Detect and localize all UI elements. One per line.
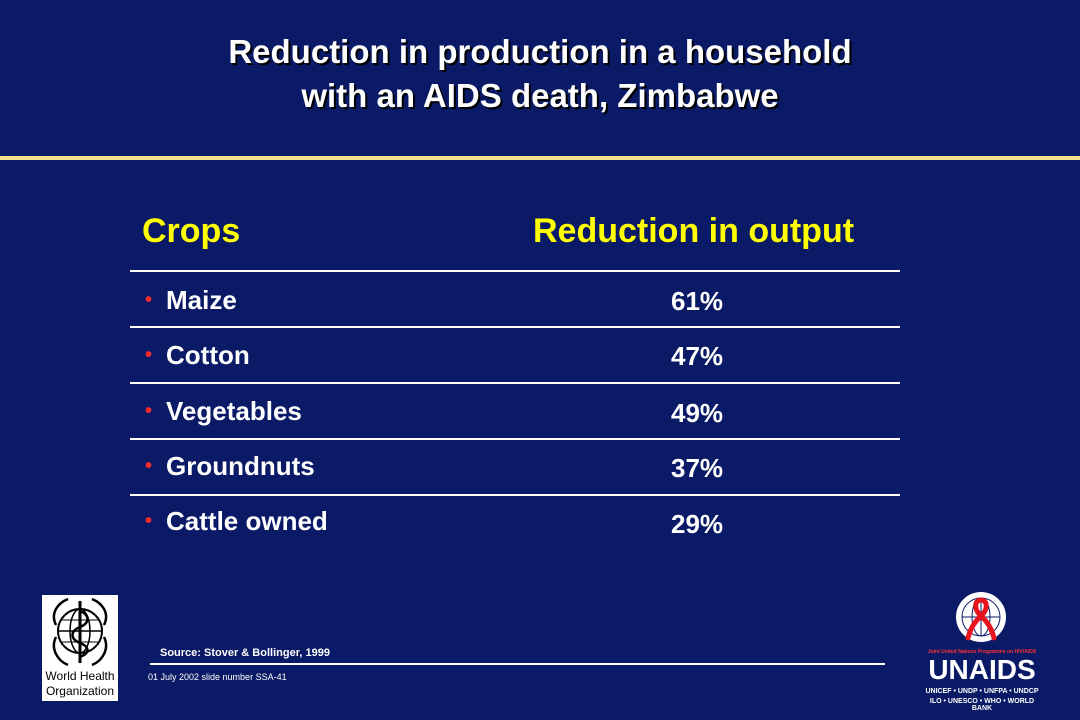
unaids-sponsors-2: ILO • UNESCO • WHO • WORLD BANK [929,698,1035,712]
bullet-icon: • [145,344,153,366]
crop-name: Vegetables [166,396,302,426]
row-divider [130,326,900,328]
reduction-value: 61% [671,286,724,316]
row-divider [130,382,900,384]
slide-title: Reduction in production in a household w… [0,30,1080,118]
column-header-crops: Crops [142,212,241,250]
reduction-value: 49% [671,398,724,428]
column-header-reduction: Reduction in output [533,212,855,250]
title-divider [0,156,1080,160]
who-logo: World Health Organization [42,595,118,701]
crop-label: • Groundnuts [145,451,315,482]
bullet-icon: • [145,510,153,532]
bullet-icon: • [145,400,153,422]
reduction-value: 37% [671,453,724,483]
slide-footer: 01 July 2002 slide number SSA-41 [148,672,287,682]
who-line-2: Organization [45,684,115,698]
row-divider [130,438,900,440]
source-divider [150,663,885,665]
unaids-emblem-icon [956,592,1006,642]
crop-name: Maize [166,285,237,315]
who-emblem-icon [52,597,108,667]
source-citation: Source: Stover & Bollinger, 1999 [160,647,330,659]
title-line-2: with an AIDS death, Zimbabwe [301,77,779,114]
crop-label: • Cotton [145,340,250,371]
who-wordmark: World Health Organization [42,669,118,699]
unaids-wordmark: UNAIDS [928,654,1036,685]
crop-label: • Cattle owned [145,506,328,537]
reduction-value: 47% [671,341,724,371]
title-line-1: Reduction in production in a household [228,33,852,70]
row-divider [130,494,900,496]
row-divider [130,270,900,272]
crop-label: • Maize [145,285,237,316]
unaids-sponsors-1: UNICEF • UNDP • UNFPA • UNDCP [925,688,1039,695]
crop-name: Cotton [166,340,250,370]
crop-label: • Vegetables [145,396,302,427]
bullet-icon: • [145,289,153,311]
reduction-value: 29% [671,509,724,539]
who-line-1: World Health [45,669,115,683]
crop-name: Groundnuts [166,451,315,481]
bullet-icon: • [145,455,153,477]
unaids-tagline: Joint United Nations Programme on HIV/AI… [927,649,1037,655]
crop-name: Cattle owned [166,506,328,536]
unaids-logo: Joint United Nations Programme on HIV/AI… [920,590,1044,712]
